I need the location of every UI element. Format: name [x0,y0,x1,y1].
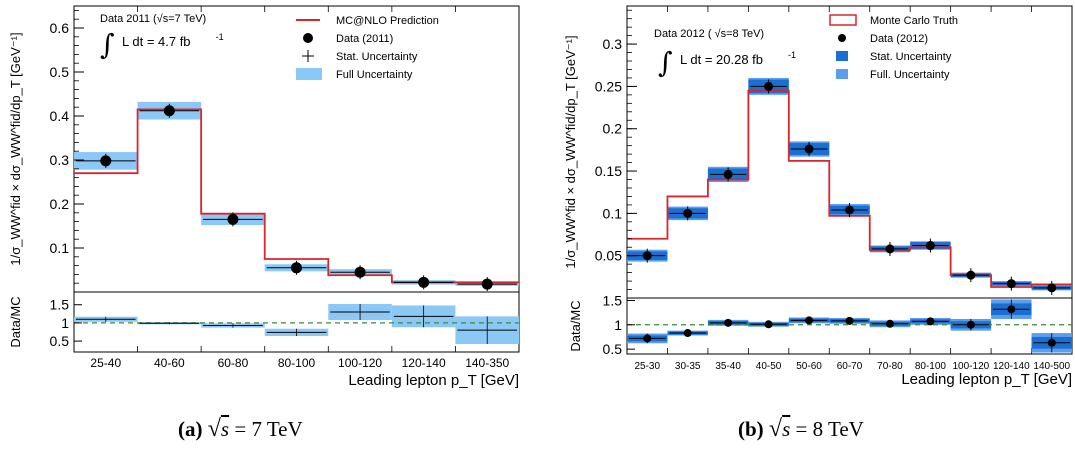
legend-swatch [303,33,313,43]
dataset-label: Data 2012 ( √s=8 TeV) [654,28,764,40]
legend-swatch [836,51,848,61]
integral-sign: ∫ [658,46,673,79]
x-tick-label: 25-40 [90,356,121,370]
integral-sign: ∫ [100,28,115,61]
x-axis-label: Leading lepton p_T [GeV] [901,371,1072,388]
legend-label: Stat. Uncertainty [336,51,418,63]
legend-label: Monte Carlo Truth [870,15,958,27]
data-point [764,81,774,91]
legend-label: Data (2012) [870,33,928,45]
legend-label: Data (2011) [336,33,393,45]
x-tick-label: 60-80 [218,356,249,370]
main-frame [626,5,1073,299]
x-tick-label: 40-60 [154,356,185,370]
x-tick-label: 80-100 [915,361,947,372]
data-point [100,155,112,167]
lumi-exponent: -1 [788,50,796,60]
x-tick-label: 30-35 [675,361,701,372]
ratio-y-tick-label: 1.5 [50,297,70,313]
data-point [885,244,895,254]
y-tick-label: 0.5 [50,64,70,80]
data-point [845,205,854,215]
legend-swatch [296,68,322,80]
data-point [354,266,366,278]
legend-swatch [838,34,846,42]
lumi-label: L dt = 4.7 fb [122,34,191,49]
lumi-label: L dt = 20.28 fb [680,52,763,67]
legend-label: Full Uncertainty [336,69,413,81]
chart-panel-2: 0.05 0.1 0.15 0.2 0.25 0.3 0.5 1 1.5 25-30 30-35 35… [563,5,1073,388]
ratio-y-tick-label: 0.5 [603,341,623,357]
y-tick-label: 0.05 [595,248,622,264]
y-tick-label: 0.25 [595,78,622,94]
y-tick-label: 0.1 [50,240,70,256]
y-tick-label: 0.1 [603,205,623,221]
data-point [1006,279,1016,289]
x-tick-label: 25-30 [634,361,660,372]
dataset-label: Data 2011 (√s=7 TeV) [100,13,206,25]
figure: 0.1 0.2 0.3 0.4 0.5 0.6 0.5 1 1.5 25-40 40-60 60-80… [8,5,1073,389]
mc-histogram [627,89,1072,288]
x-tick-label: 80-100 [278,356,316,370]
data-point [642,251,652,261]
data-point [723,169,733,179]
legend-label: Full. Uncertainty [870,69,950,81]
data-point [291,262,302,274]
y-tick-label: 0.15 [595,163,622,179]
ratio-y-tick-label: 0.5 [50,333,70,349]
x-axis-label: Leading lepton p_T [GeV] [348,372,519,389]
y-axis-label: 1/σ_WW^fid × dσ_WW^fid/dp_T [GeV⁻¹] [563,35,578,268]
data-point [804,144,814,154]
lumi-exponent: -1 [216,32,224,42]
legend: Monte Carlo Truth Data (2012) Stat. Uncert… [829,14,958,81]
x-tick-label: 50-60 [796,361,822,372]
ratio-axis-label: Data/MC [8,296,23,347]
legend-swatch [829,14,857,26]
chart-panel-1: 0.1 0.2 0.3 0.4 0.5 0.6 0.5 1 1.5 25-40 40-60 60-80… [8,5,520,389]
x-tick-label: 100-120 [338,356,382,370]
x-tick-label: 120-140 [993,361,1030,372]
legend-label: MC@NLO Prediction [336,15,439,27]
ratio-y-tick-label: 1 [614,317,622,333]
x-tick-label: 140-500 [1033,361,1070,372]
x-tick-label: 40-50 [756,361,782,372]
legend: MC@NLO Prediction Data (2011) Stat. Uncert… [296,15,439,81]
y-tick-label: 0.2 [603,121,623,137]
caption-a: (a) √s = 7 TeV [178,416,303,442]
data-point [163,105,175,117]
x-tick-label: 35-40 [715,361,741,372]
x-tick-label: 100-120 [953,361,990,372]
x-tick-label: 60-70 [837,361,863,372]
ratio-y-tick-label: 1 [61,315,69,331]
data-point [418,276,430,288]
data-point [925,241,935,251]
y-tick-label: 0.4 [50,108,70,124]
x-tick-label: 140-350 [465,356,509,370]
y-tick-label: 0.6 [50,20,70,36]
ratio-axis-label: Data/MC [568,300,583,351]
data-point [227,213,239,225]
y-tick-label: 0.3 [50,152,70,168]
y-tick-label: 0.2 [50,196,70,212]
data-point [966,270,976,280]
y-tick-label: 0.3 [603,36,623,52]
caption-b: (b) √s = 8 TeV [738,416,864,442]
mc-histogram [74,108,519,284]
x-tick-label: 70-80 [877,361,903,372]
ratio-frame [626,297,1073,355]
data-point [481,278,493,290]
legend-label: Stat. Uncertainty [870,51,952,63]
data-point [683,208,693,218]
x-tick-label: 120-140 [402,356,446,370]
data-point [1047,283,1057,293]
legend-swatch [836,69,848,79]
ratio-y-tick-label: 1.5 [603,292,623,308]
y-axis-label: 1/σ_WW^fid × dσ_WW^fid/dp_T [GeV⁻¹] [8,32,23,265]
